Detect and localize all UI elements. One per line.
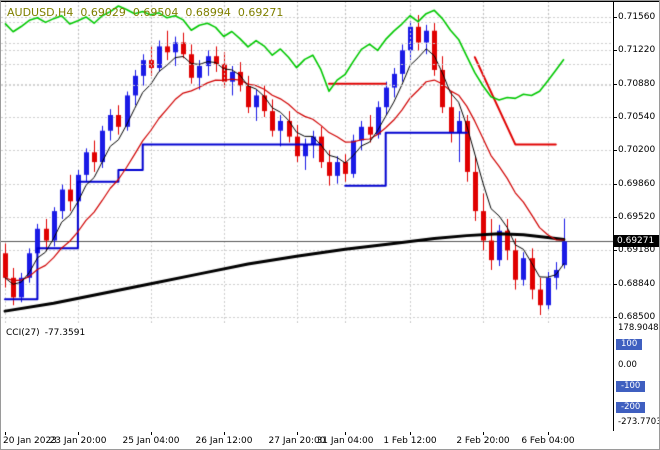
price-axis-label: 0.69180	[618, 245, 656, 256]
cci-level-label: 100	[616, 339, 643, 351]
cci-indicator-label: CCI(27) -77.3591	[6, 328, 90, 338]
price-axis-label: 0.69860	[618, 178, 656, 189]
price-axis-label: 0.70200	[618, 145, 656, 156]
open-value: 0.69029	[80, 6, 126, 19]
cci-level-label: -100	[616, 380, 646, 392]
cci-axis-label: -273.7703	[618, 417, 660, 427]
price-axis[interactable]: 0.71560 0.71220 0.70880 0.70540 0.70200 0.698…	[614, 1, 659, 431]
high-value: 0.69504	[132, 6, 179, 19]
cci-axis-label: 178.9048	[618, 323, 659, 333]
price-axis-tick	[614, 317, 617, 318]
low-value: 0.68994	[185, 6, 231, 19]
current-price-tag: 0.69271	[614, 235, 659, 248]
price-axis-tick	[614, 117, 617, 118]
price-axis-tick	[614, 150, 617, 151]
time-axis-tick	[78, 432, 79, 435]
price-axis-tick	[614, 250, 617, 251]
time-axis-tick	[548, 432, 549, 435]
price-axis-label: 0.70540	[618, 112, 656, 122]
time-axis-tick	[151, 432, 152, 435]
cci-timeaxis-separator	[1, 1, 659, 2]
cci-current-value: -77.3591	[44, 328, 86, 338]
time-axis-tick	[410, 432, 411, 435]
time-axis-label: 26 Jan 12:00	[195, 436, 253, 446]
time-axis-tick	[297, 432, 298, 435]
cci-level-label: -200	[616, 401, 646, 413]
price-axis-label: 0.71560	[618, 12, 656, 22]
time-axis-label: 2 Feb 20:00	[456, 436, 510, 446]
time-axis-tick	[345, 432, 346, 435]
time-axis-label: 1 Feb 12:00	[383, 436, 437, 446]
price-axis-label: 0.71220	[618, 45, 656, 56]
price-axis-label: 0.70880	[618, 78, 656, 89]
time-axis-label: 23 Jan 20:00	[49, 436, 107, 446]
time-axis-label: 20 Jan 2023	[3, 436, 57, 446]
price-axis-tick	[614, 284, 617, 285]
cci-indicator-canvas[interactable]	[1, 1, 613, 108]
cci-name: CCI(27)	[6, 328, 40, 338]
close-value: 0.69271	[237, 6, 284, 19]
chart-ohlc-title: AUDUSD,H4 0.69029 0.69504 0.68994 0.69271	[7, 6, 290, 19]
price-axis-border	[613, 1, 614, 431]
time-axis-label: 31 Jan 04:00	[316, 436, 374, 446]
price-axis-tick	[614, 184, 617, 185]
price-axis-label: 0.68500	[618, 312, 656, 322]
price-axis-tick	[614, 17, 617, 18]
time-axis-tick	[483, 432, 484, 435]
price-axis-label: 0.69520	[618, 212, 656, 222]
price-axis-tick	[614, 217, 617, 218]
price-axis-label: 0.68840	[618, 278, 656, 289]
time-axis-label: 27 Jan 20:00	[268, 436, 326, 446]
time-axis-label: 6 Feb 04:00	[521, 436, 575, 446]
symbol-timeframe-label: AUDUSD,H4	[7, 6, 74, 19]
time-axis-tick	[224, 432, 225, 435]
cci-axis-label: 0.00	[618, 360, 637, 371]
time-axis[interactable]: 20 Jan 2023 23 Jan 20:00 25 Jan 04:00 26 Ja…	[1, 432, 613, 449]
price-axis-tick	[614, 84, 617, 85]
time-axis-label: 25 Jan 04:00	[122, 436, 180, 446]
price-axis-tick	[614, 50, 617, 51]
time-axis-tick	[5, 432, 6, 435]
